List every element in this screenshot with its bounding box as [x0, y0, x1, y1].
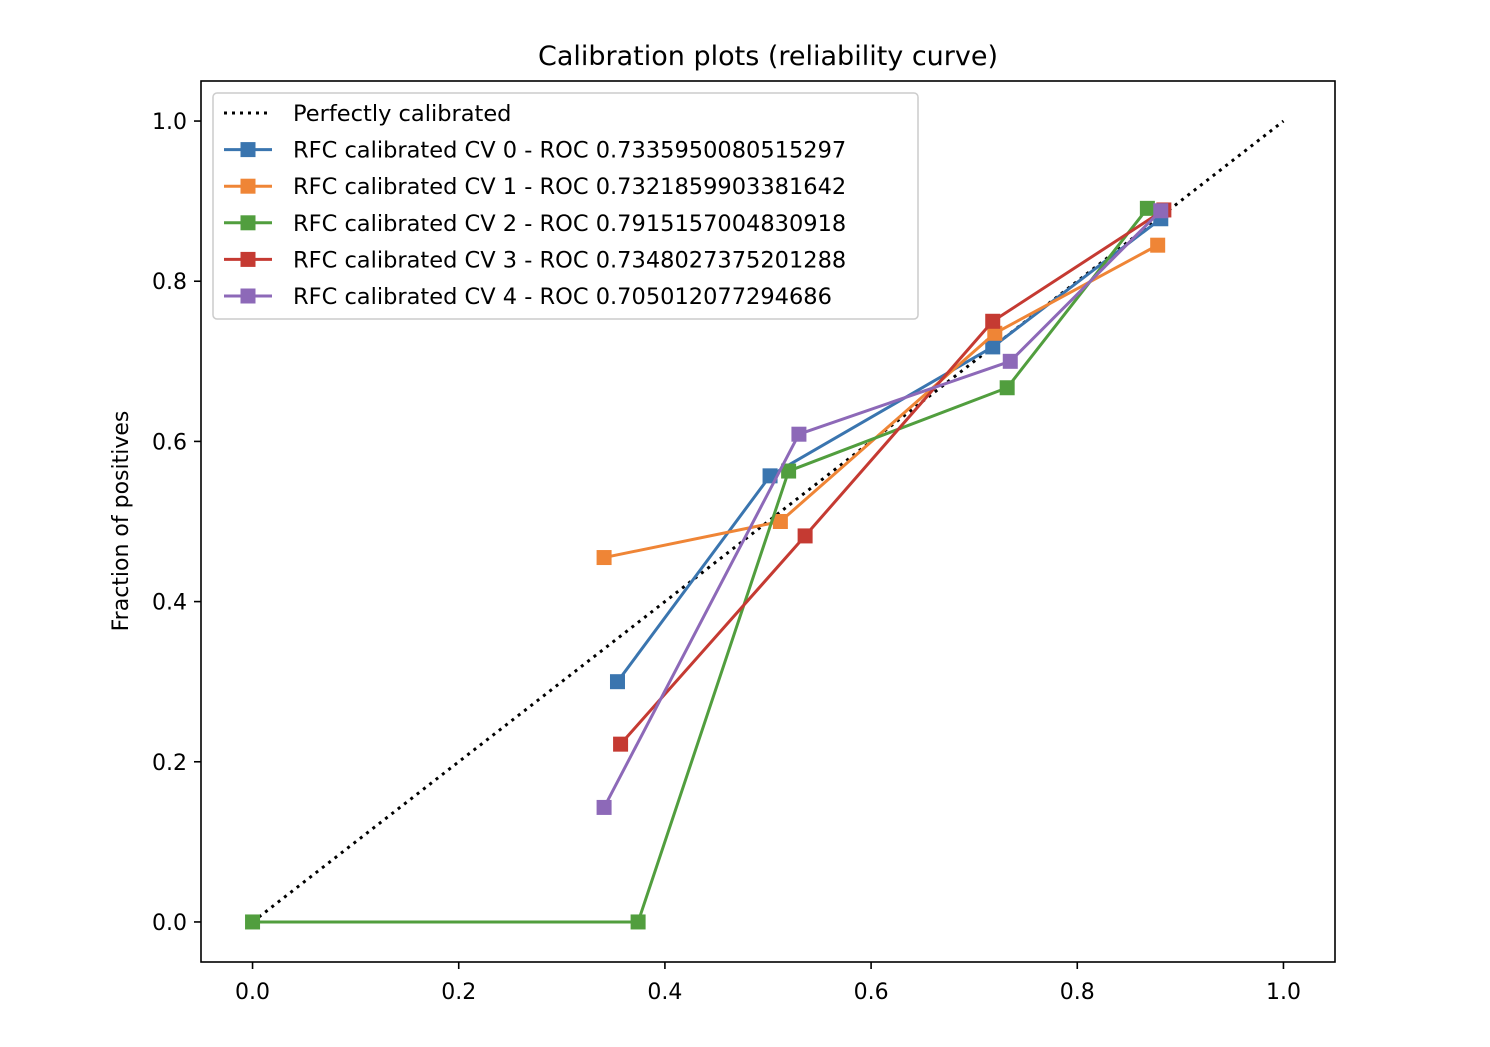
series-line-cv0 — [616, 217, 1162, 683]
x-tick-label: 1.0 — [1266, 980, 1301, 1005]
series-line-cv1 — [603, 243, 1159, 560]
legend-entry-label: Perfectly calibrated — [293, 101, 511, 127]
data-point-cv4 — [596, 799, 612, 815]
legend-marker — [240, 251, 256, 267]
legend-entry-label: RFC calibrated CV 0 - ROC 0.733595008051… — [293, 138, 846, 164]
x-tick-label: 0.4 — [647, 980, 682, 1005]
data-point-cv1 — [772, 514, 788, 529]
data-point-cv1 — [1150, 237, 1166, 253]
legend-marker — [240, 288, 256, 304]
data-point-cv3 — [613, 736, 629, 752]
legend-box — [212, 92, 919, 320]
data-point-cv2 — [781, 463, 797, 479]
data-point-cv1 — [596, 550, 612, 566]
x-tick-label: 0.0 — [235, 980, 270, 1005]
y-tick-label: 0.0 — [152, 911, 187, 936]
plot-area — [245, 119, 1285, 930]
legend-entry-label: RFC calibrated CV 4 - ROC 0.705012077294… — [293, 284, 832, 310]
y-tick-label: 1.0 — [152, 110, 187, 135]
data-point-cv2 — [1139, 200, 1155, 216]
legend-entry-label: RFC calibrated CV 2 - ROC 0.791515700483… — [293, 211, 846, 237]
axes: 0.0 0.2 0.4 0.6 0.8 1.0 0.0 0.2 0.4 0.6 0.8 1.0 — [152, 80, 1336, 1005]
data-point-cv3 — [797, 528, 813, 544]
y-tick-label: 0.8 — [152, 270, 187, 295]
data-point-cv4 — [1153, 203, 1169, 219]
x-tick-label: 0.6 — [854, 980, 889, 1005]
y-tick-label: 0.4 — [152, 591, 187, 616]
series-line-cv3 — [619, 208, 1165, 746]
reference-line — [251, 119, 1285, 924]
data-point-cv0 — [985, 339, 1001, 355]
data-point-cv2 — [999, 380, 1015, 396]
series-line-cv4 — [602, 209, 1162, 809]
legend-marker — [240, 215, 256, 231]
y-axis-label: Fraction of positives — [109, 411, 134, 632]
y-tick-label: 0.6 — [152, 430, 187, 455]
chart-title: Calibration plots (reliability curve) — [538, 41, 998, 72]
data-point-cv4 — [1002, 353, 1018, 369]
legend-marker — [240, 178, 256, 194]
x-tick-label: 0.2 — [441, 980, 476, 1005]
data-point-cv3 — [985, 313, 1001, 329]
legend-marker — [240, 142, 256, 158]
legend-entry-label: RFC calibrated CV 1 - ROC 0.732185990338… — [293, 174, 846, 200]
legend-entry-label: RFC calibrated CV 3 - ROC 0.734802737520… — [293, 247, 846, 273]
data-point-cv2 — [630, 914, 646, 930]
legend: Perfectly calibrated RFC calibrated CV 0 … — [212, 92, 919, 320]
y-tick-label: 0.2 — [152, 751, 187, 776]
data-point-cv0 — [609, 674, 625, 690]
plot-frame — [200, 80, 1336, 963]
data-point-cv1 — [987, 325, 1003, 341]
data-point-cv2 — [245, 914, 261, 930]
x-tick-label: 0.8 — [1060, 980, 1095, 1005]
data-point-cv4 — [791, 426, 807, 442]
